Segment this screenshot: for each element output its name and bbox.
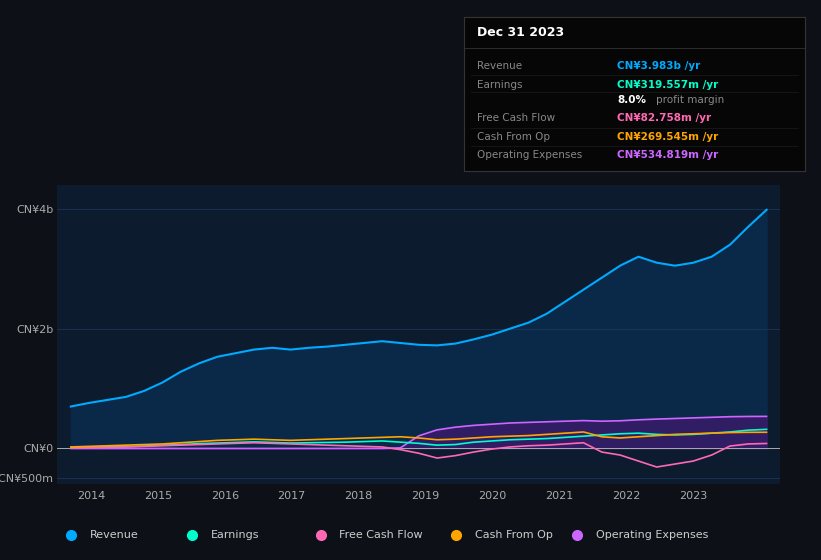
Text: Cash From Op: Cash From Op [475,530,553,540]
Text: Revenue: Revenue [478,61,523,71]
Text: Earnings: Earnings [478,80,523,90]
Text: Cash From Op: Cash From Op [478,132,551,142]
Text: CN¥82.758m /yr: CN¥82.758m /yr [617,114,711,123]
Text: Free Cash Flow: Free Cash Flow [339,530,423,540]
Text: CN¥534.819m /yr: CN¥534.819m /yr [617,151,718,160]
Text: CN¥319.557m /yr: CN¥319.557m /yr [617,80,718,90]
Text: Free Cash Flow: Free Cash Flow [478,114,556,123]
Text: Earnings: Earnings [211,530,259,540]
Text: Revenue: Revenue [90,530,139,540]
Text: Dec 31 2023: Dec 31 2023 [478,26,565,39]
Text: CN¥269.545m /yr: CN¥269.545m /yr [617,132,718,142]
Text: CN¥3.983b /yr: CN¥3.983b /yr [617,61,700,71]
Text: 8.0%: 8.0% [617,95,646,105]
Text: profit margin: profit margin [656,95,725,105]
Text: Operating Expenses: Operating Expenses [596,530,709,540]
Text: Operating Expenses: Operating Expenses [478,151,583,160]
